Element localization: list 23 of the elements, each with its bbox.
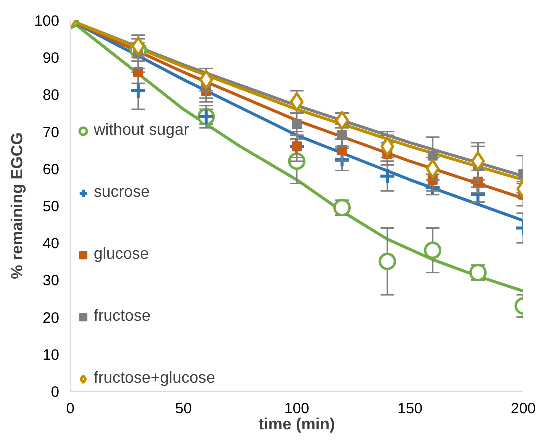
y-tick-label: 40 (42, 236, 60, 253)
x-tick-label: 0 (66, 400, 75, 418)
legend-label: fructose (94, 307, 151, 327)
legend-label: sucrose (94, 183, 150, 203)
x-tick-label: 150 (398, 400, 423, 418)
y-tick-label: 30 (42, 272, 60, 290)
legend-label: glucose (94, 245, 150, 265)
x-tick-label: 100 (284, 400, 310, 418)
y-axis-title: % remaining EGCG (9, 132, 26, 280)
legend-label: fructose+glucose (94, 369, 216, 389)
legend-label: without sugar (94, 121, 190, 141)
y-tick-label: 80 (42, 87, 60, 104)
x-tick-label: 200 (510, 400, 536, 418)
y-tick-label: 90 (42, 50, 60, 68)
y-tick-label: 50 (42, 198, 60, 216)
y-tick-label: 0 (51, 384, 60, 401)
y-tick-label: 70 (42, 124, 60, 142)
y-tick-label: 100 (34, 13, 60, 30)
x-axis-title: time (min) (258, 416, 336, 434)
y-tick-label: 60 (42, 161, 60, 178)
y-tick-label: 10 (42, 346, 60, 364)
y-tick-label: 20 (42, 310, 60, 327)
x-tick-label: 50 (175, 400, 192, 418)
